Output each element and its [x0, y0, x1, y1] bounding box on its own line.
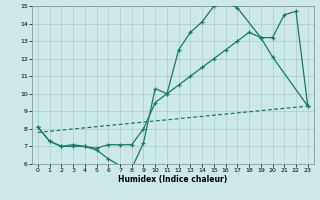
X-axis label: Humidex (Indice chaleur): Humidex (Indice chaleur) — [118, 175, 228, 184]
